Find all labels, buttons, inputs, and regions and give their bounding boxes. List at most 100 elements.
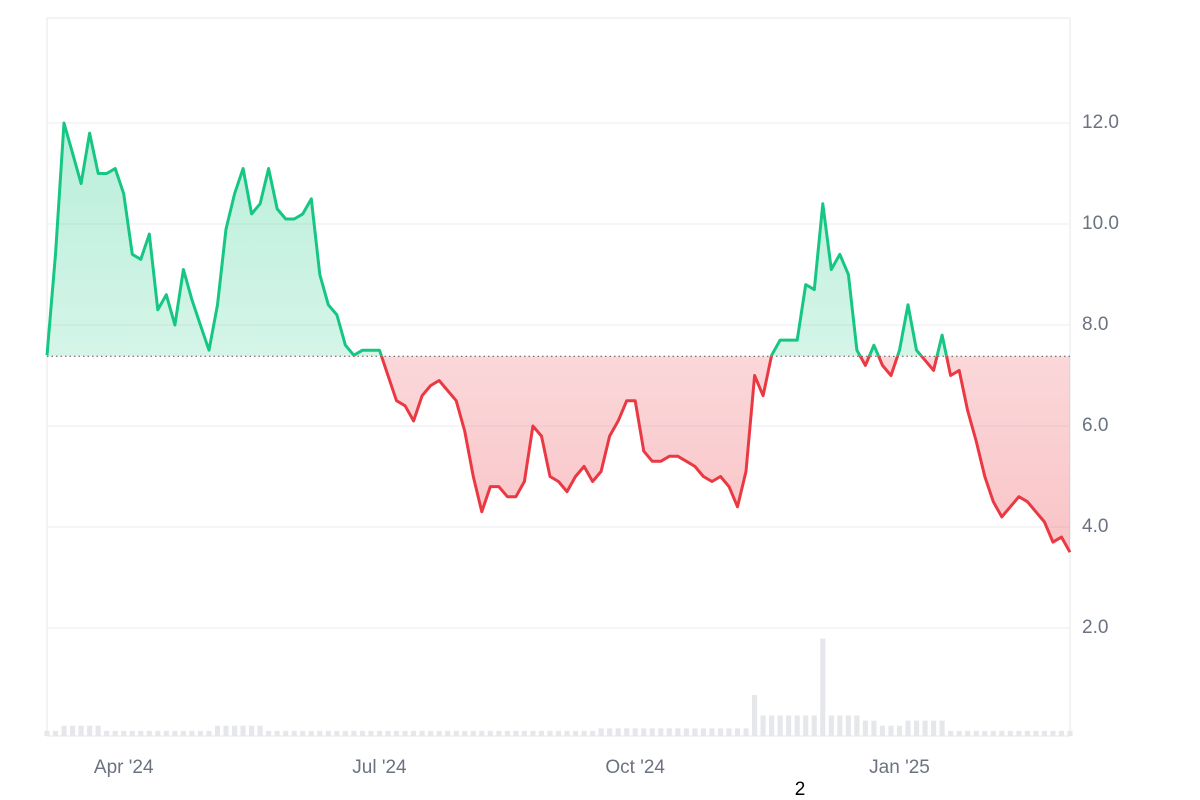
volume-bar [180,730,186,736]
volume-bar [155,730,161,736]
volume-bar [376,730,383,736]
volume-bar [470,730,476,736]
volume-bar [402,730,408,736]
volume-bar [1033,730,1039,736]
price-line-below [352,356,1072,553]
x-tick-label: Apr '24 [94,757,154,778]
volume-bar [615,728,621,736]
volume-bar [359,730,365,736]
volume-bar [445,730,451,736]
volume-bar [990,730,996,736]
volume-bar [692,728,698,736]
volume-bar [428,730,434,736]
volume-bar [291,730,297,736]
volume-bar [572,730,579,736]
volume-bar [948,730,954,736]
volume-bar [283,730,289,736]
volume-bar [317,730,323,736]
volume-bar [905,720,911,736]
volume-bar [717,728,724,736]
volume-bar [411,730,417,736]
volume-bar [436,730,442,736]
volume-bar [547,730,553,736]
volume-bar [982,730,988,736]
y-tick-label: 10.0 [1082,213,1119,234]
volume-bar [1050,730,1056,736]
volume-bar [334,730,340,736]
volume-bar [419,730,425,736]
volume-bar [240,725,246,736]
volume-bar [223,725,229,736]
volume-bar [121,730,127,736]
volume-bar [956,730,962,736]
volume-bar [530,730,536,736]
volume-bar [760,715,766,736]
volume-bar [189,730,195,736]
volume-bar [624,728,630,736]
volume-bar [206,730,212,736]
volume-bar [777,715,783,736]
volume-bar [913,720,920,736]
volume-bar [172,730,178,736]
volume-bar [308,730,314,736]
volume-bar [44,730,50,736]
volume-bar [862,720,868,736]
volume-bar [734,728,741,736]
volume-bar [496,730,502,736]
volume-bar [590,730,596,736]
volume-bar [555,730,562,736]
volume-bar [52,730,59,736]
volume-bar [700,728,706,736]
y-tick-label: 8.0 [1082,314,1108,335]
volume-bar [249,725,255,736]
y-tick-label: 6.0 [1082,415,1108,436]
volume-bar [266,730,272,736]
volume-bar [726,728,732,736]
volume-bar [828,715,834,736]
volume-bar [112,730,118,736]
volume-bar [95,725,101,736]
volume-bar [743,728,749,736]
y-tick-label: 4.0 [1082,516,1108,537]
volume-bar [888,725,894,736]
volume-bar [197,730,204,736]
volume-bar [854,715,860,736]
volume-bar [214,725,221,736]
volume-bar [965,730,971,736]
x-tick-label: Jan '25 [869,757,930,778]
y-tick-label: 2.0 [1082,617,1108,638]
volume-bar [1041,730,1047,736]
volume-bar [607,728,613,736]
volume-bar [61,725,67,736]
x-tick-label: Oct '24 [605,757,665,778]
volume-bar [939,720,945,736]
volume-bar [479,730,485,736]
volume-bar [709,728,715,736]
volume-bar [1058,730,1065,736]
volume-bar [845,715,851,736]
volume-bar [564,730,570,736]
volume-bar [769,715,775,736]
volume-bar [837,715,843,736]
volume-bar [300,730,306,736]
volume-bar [649,728,655,736]
volume-bar [453,730,459,736]
volume-bar [538,730,545,736]
volume-bar [675,728,681,736]
y-tick-label: 12.0 [1082,112,1119,133]
volume-bar [598,728,604,736]
volume-bar [487,730,493,736]
volume-bar [138,730,144,736]
volume-bar [922,720,928,736]
volume-bar [683,728,689,736]
volume-bar [70,725,76,736]
volume-bar [504,730,510,736]
volume-bar [632,728,638,736]
volume-bar [87,725,93,736]
volume-bar [641,728,647,736]
volume-bar [896,725,903,736]
volume-bar [931,720,937,736]
volume-bar [803,715,809,736]
volume-bar [820,638,826,736]
volume-bar [658,728,664,736]
